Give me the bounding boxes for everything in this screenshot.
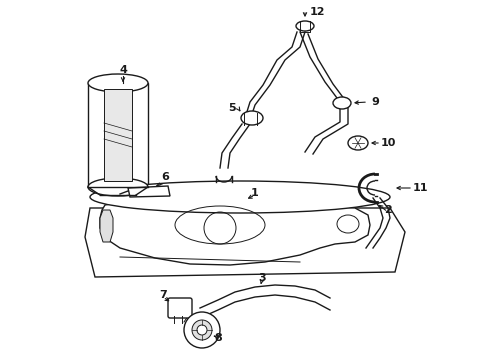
Text: 10: 10 xyxy=(380,138,396,148)
Text: 4: 4 xyxy=(119,65,127,75)
Ellipse shape xyxy=(296,21,314,31)
Ellipse shape xyxy=(241,111,263,125)
Ellipse shape xyxy=(88,74,148,92)
Text: 1: 1 xyxy=(251,188,259,198)
Text: 5: 5 xyxy=(228,103,236,113)
Ellipse shape xyxy=(90,181,390,213)
Text: 12: 12 xyxy=(309,7,325,17)
Circle shape xyxy=(197,325,207,335)
Polygon shape xyxy=(104,89,132,181)
Text: 8: 8 xyxy=(214,333,222,343)
Text: 3: 3 xyxy=(258,273,266,283)
Polygon shape xyxy=(100,196,370,265)
Text: 9: 9 xyxy=(371,97,379,107)
FancyBboxPatch shape xyxy=(168,298,192,318)
Text: 6: 6 xyxy=(161,172,169,182)
Text: 7: 7 xyxy=(159,290,167,300)
Ellipse shape xyxy=(348,136,368,150)
Polygon shape xyxy=(88,83,148,187)
Ellipse shape xyxy=(88,178,148,196)
Polygon shape xyxy=(85,208,405,277)
Ellipse shape xyxy=(333,97,351,109)
Text: 11: 11 xyxy=(412,183,428,193)
Circle shape xyxy=(192,320,212,340)
Polygon shape xyxy=(100,210,113,242)
Text: 2: 2 xyxy=(384,205,392,215)
Polygon shape xyxy=(128,186,170,197)
Circle shape xyxy=(184,312,220,348)
